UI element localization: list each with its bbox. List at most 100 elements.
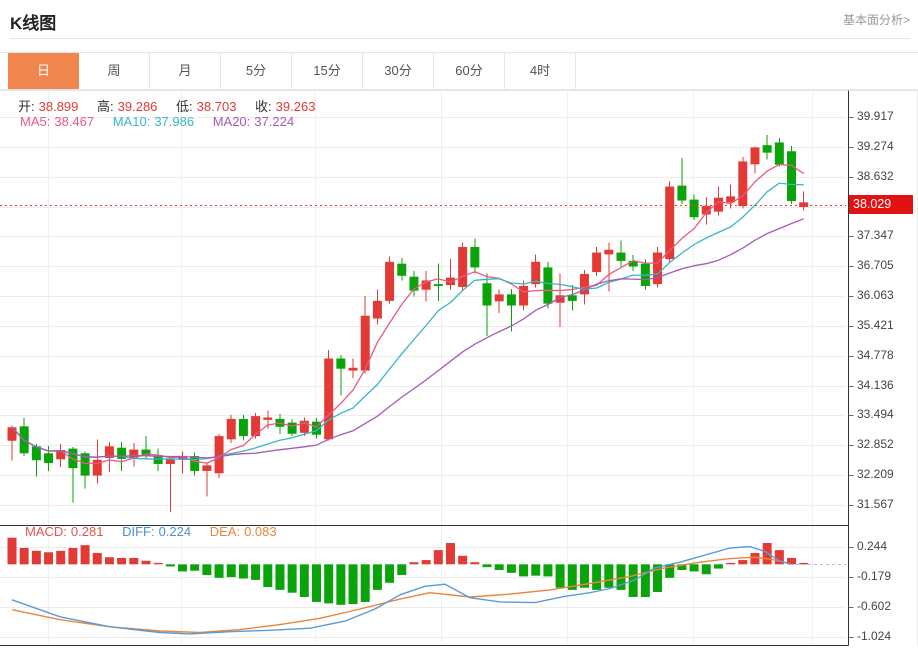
- candle-body: [397, 263, 407, 276]
- tab-30min[interactable]: 30分: [363, 53, 434, 89]
- candle-body: [263, 417, 273, 420]
- tab-day[interactable]: 日: [8, 53, 79, 89]
- tab-week[interactable]: 周: [79, 53, 150, 89]
- macd-histogram-bar: [592, 564, 602, 590]
- macd-histogram-bar: [774, 550, 784, 565]
- candle-body: [421, 280, 431, 290]
- ma5-line: [11, 163, 805, 465]
- close-label: 收:: [255, 99, 272, 114]
- y-axis-label: 35.421: [857, 317, 894, 332]
- tab-60min[interactable]: 60分: [434, 53, 505, 89]
- macd-histogram-bar: [506, 564, 516, 573]
- candle-body: [360, 315, 370, 371]
- macd-histogram-bar: [178, 564, 188, 572]
- macd-histogram-bar: [433, 550, 443, 565]
- macd-histogram-bar: [579, 564, 589, 588]
- macd-histogram-bar: [80, 545, 90, 565]
- high-label: 高:: [97, 99, 114, 114]
- candle-body: [458, 246, 468, 287]
- macd-histogram-bar: [543, 564, 553, 577]
- candle-body: [799, 202, 809, 208]
- macd-histogram-bar: [251, 564, 261, 580]
- candle-body: [129, 449, 139, 459]
- candle-body: [555, 295, 565, 303]
- candle-body: [653, 252, 663, 285]
- y-axis-label: 39.274: [857, 138, 894, 153]
- y-axis-label: 36.063: [857, 288, 894, 303]
- macd-histogram-bar: [385, 564, 395, 583]
- macd-histogram-bar: [92, 552, 102, 565]
- diff-label: DIFF:: [122, 524, 155, 539]
- low-label: 低:: [176, 99, 193, 114]
- candle-body: [482, 283, 492, 306]
- candle-body: [80, 453, 90, 476]
- y-axis-label: 0.244: [857, 539, 888, 553]
- tab-4hour[interactable]: 4时: [505, 53, 576, 89]
- candle-body: [750, 147, 760, 165]
- macd-histogram-bar: [190, 564, 200, 571]
- candle-body: [153, 456, 163, 464]
- candle-body: [141, 449, 151, 457]
- macd-histogram-bar: [275, 564, 285, 590]
- macd-histogram-bar: [787, 557, 797, 565]
- macd-label: MACD:: [25, 524, 67, 539]
- candle-body: [202, 465, 212, 471]
- macd-histogram-bar: [799, 562, 809, 565]
- candle-body: [214, 436, 224, 474]
- candle-body: [92, 459, 102, 476]
- macd-histogram-bar: [324, 564, 334, 604]
- ma10-line: [11, 182, 804, 461]
- candle-body: [336, 358, 346, 369]
- candle-body: [506, 294, 516, 306]
- macd-histogram-bar: [713, 564, 723, 569]
- ma20-value: 37.224: [254, 114, 295, 129]
- macd-histogram-bar: [640, 564, 650, 597]
- y-axis-label: 34.778: [857, 347, 894, 362]
- diff-value: 0.224: [158, 524, 192, 539]
- macd-histogram-bar: [519, 564, 529, 577]
- macd-histogram-bar: [68, 547, 78, 565]
- fundamental-analysis-link[interactable]: 基本面分析>: [842, 13, 910, 27]
- macd-histogram-bar: [421, 560, 431, 565]
- current-price-badge: 38.029: [849, 195, 913, 214]
- dea-label: DEA:: [209, 524, 241, 539]
- tab-15min[interactable]: 15分: [292, 53, 363, 89]
- candle-body: [604, 249, 614, 255]
- candle-body: [689, 199, 699, 218]
- macd-histogram-bar: [165, 564, 175, 567]
- dea-value: 0.083: [244, 524, 277, 539]
- macd-legend: MACD: 0.281 DIFF: 0.224 DEA: 0.083: [25, 524, 281, 539]
- ma10-value: 37.986: [154, 114, 195, 129]
- low-value: 38.703: [196, 99, 237, 114]
- candle-body: [324, 358, 334, 440]
- macd-histogram-bar: [397, 564, 407, 575]
- candle-body: [433, 284, 443, 287]
- candle-body: [494, 294, 504, 302]
- y-axis-label: -0.602: [857, 599, 892, 614]
- candle-body: [44, 453, 54, 464]
- y-axis-label: -0.179: [857, 569, 892, 584]
- macd-histogram-bar: [738, 560, 748, 565]
- candle-body: [348, 367, 358, 371]
- open-label: 开:: [18, 99, 35, 114]
- tab-5min[interactable]: 5分: [221, 53, 292, 89]
- macd-histogram-bar: [336, 564, 346, 605]
- macd-histogram-bar: [372, 564, 382, 590]
- macd-histogram-bar: [445, 543, 455, 565]
- macd-histogram-bar: [604, 564, 614, 588]
- ohlc-legend: 开: 38.899 高: 39.286 低: 38.703 收: 39.263: [18, 96, 319, 115]
- macd-histogram-bar: [238, 564, 248, 579]
- interval-tabbar: 日周月 5分 15分 30分 60分 4时: [0, 52, 918, 90]
- macd-histogram-bar: [44, 552, 54, 565]
- macd-histogram-bar: [555, 564, 565, 588]
- macd-histogram-bar: [299, 564, 309, 597]
- candle-body: [470, 246, 480, 268]
- tab-month[interactable]: 月: [150, 53, 221, 89]
- macd-histogram-bar: [458, 555, 468, 565]
- macd-histogram-bar: [494, 564, 504, 570]
- candle-body: [616, 252, 626, 261]
- macd-histogram-bar: [141, 560, 151, 565]
- candle-body: [409, 276, 419, 291]
